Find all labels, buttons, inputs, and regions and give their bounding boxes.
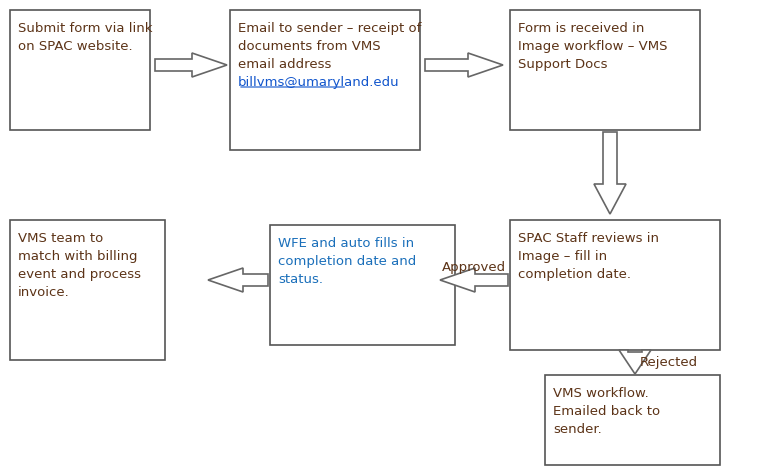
Text: Image – fill in: Image – fill in	[518, 250, 607, 263]
Text: invoice.: invoice.	[18, 286, 70, 299]
Polygon shape	[425, 53, 503, 77]
Bar	[10, 10, 150, 130]
Polygon shape	[440, 268, 508, 292]
Bar	[545, 375, 720, 465]
Bar	[270, 225, 455, 345]
Text: status.: status.	[278, 273, 323, 286]
Text: Approved: Approved	[442, 261, 506, 274]
Text: event and process: event and process	[18, 268, 141, 281]
Text: email address: email address	[238, 58, 331, 71]
Text: Emailed back to: Emailed back to	[553, 405, 660, 418]
Bar	[510, 10, 700, 130]
Text: completion date.: completion date.	[518, 268, 631, 281]
Text: Form is received in: Form is received in	[518, 22, 644, 35]
Text: completion date and: completion date and	[278, 255, 416, 268]
Text: sender.: sender.	[553, 423, 601, 436]
Bar	[230, 10, 420, 150]
Text: VMS team to: VMS team to	[18, 232, 103, 245]
Text: match with billing: match with billing	[18, 250, 137, 263]
Text: documents from VMS: documents from VMS	[238, 40, 380, 53]
Text: on SPAC website.: on SPAC website.	[18, 40, 133, 53]
Text: Submit form via link: Submit form via link	[18, 22, 152, 35]
Text: Rejected: Rejected	[640, 356, 698, 369]
Text: Email to sender – receipt of: Email to sender – receipt of	[238, 22, 422, 35]
Text: Image workflow – VMS: Image workflow – VMS	[518, 40, 668, 53]
Text: billvms@umaryland.edu: billvms@umaryland.edu	[238, 76, 400, 89]
Bar	[10, 220, 165, 360]
Polygon shape	[619, 350, 651, 374]
Text: WFE and auto fills in: WFE and auto fills in	[278, 237, 414, 250]
Polygon shape	[155, 53, 227, 77]
Text: VMS workflow.: VMS workflow.	[553, 387, 649, 400]
Text: Support Docs: Support Docs	[518, 58, 608, 71]
Text: SPAC Staff reviews in: SPAC Staff reviews in	[518, 232, 659, 245]
Polygon shape	[594, 132, 626, 214]
Polygon shape	[208, 268, 268, 292]
Bar	[510, 220, 720, 350]
